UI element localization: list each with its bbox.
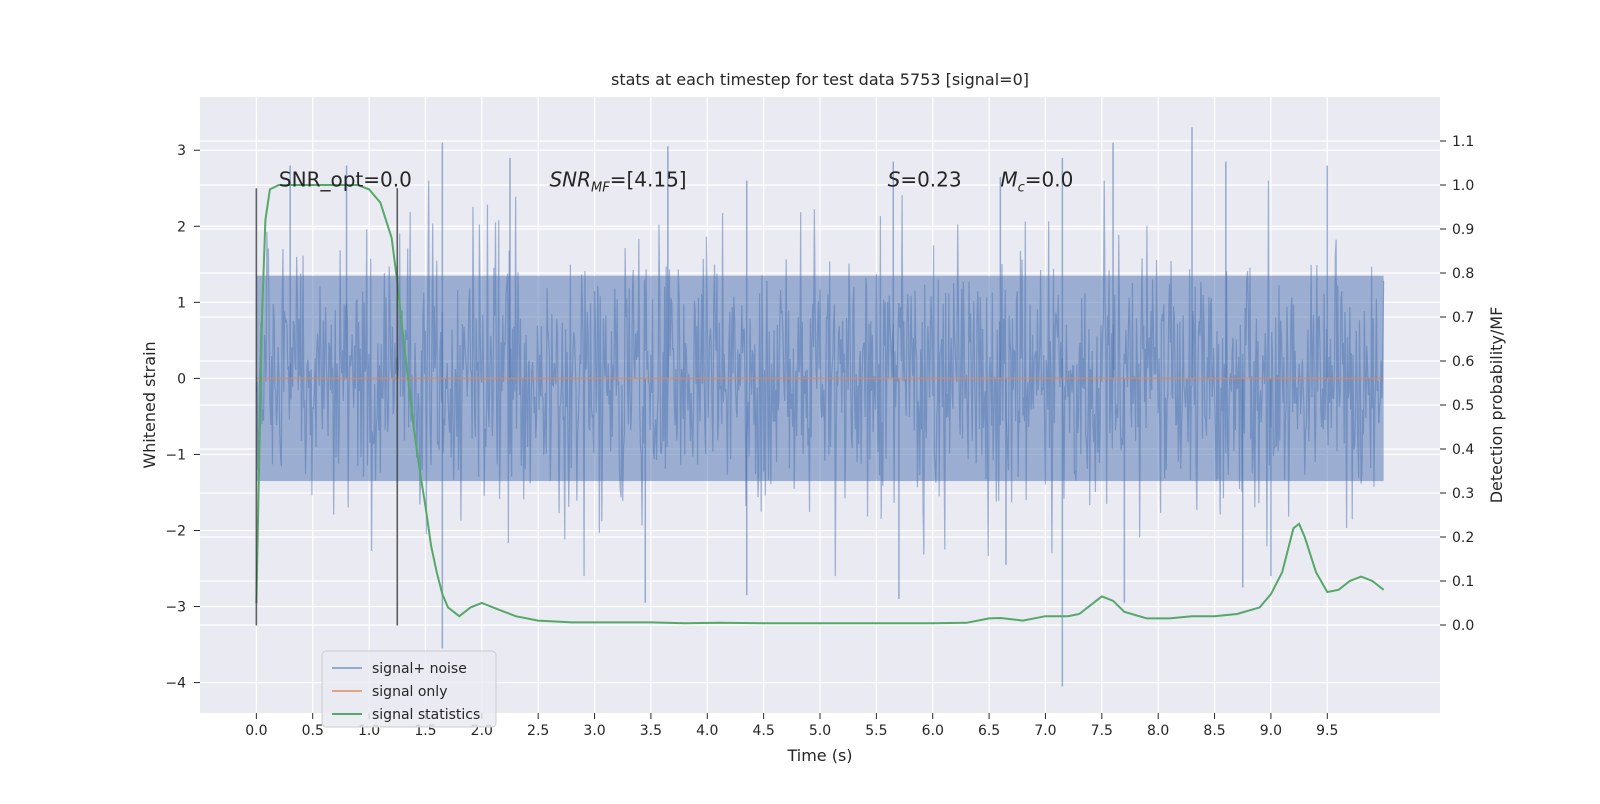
y2-tick-label: 1.0 (1452, 178, 1474, 194)
annotation-main: S (888, 168, 901, 192)
annotation-main: M (1000, 168, 1017, 192)
y2-tick-label: 0.8 (1452, 266, 1474, 282)
y2-tick-label: 0.0 (1452, 618, 1474, 634)
y-axis-label: Whitened strain (140, 341, 159, 468)
y2-tick-label: 0.3 (1452, 486, 1474, 502)
x-tick-label: 4.0 (696, 723, 718, 739)
annotation-value: =[4.15] (610, 168, 687, 192)
x-tick-label: 9.5 (1316, 723, 1338, 739)
chart-title: stats at each timestep for test data 575… (611, 70, 1029, 89)
x-tick-label: 2.5 (527, 723, 549, 739)
annotation-value: =0.0 (1025, 168, 1074, 192)
annotation-subscript: MF (591, 181, 610, 196)
annotation-value: =0.23 (900, 168, 961, 192)
y2-axis-label: Detection probability/MF (1487, 307, 1506, 504)
y-tick-label: −1 (165, 447, 186, 463)
annotation-main: SNR (549, 168, 591, 192)
y-tick-label: 0 (177, 371, 186, 387)
y2-tick-label: 0.1 (1452, 574, 1474, 590)
y-tick-label: 2 (177, 219, 186, 235)
x-tick-label: 0.5 (302, 723, 324, 739)
x-tick-label: 7.0 (1034, 723, 1056, 739)
y2-tick-label: 0.5 (1452, 398, 1474, 414)
x-tick-label: 4.5 (753, 723, 775, 739)
annotation-text: Mc=0.0 (1000, 168, 1073, 196)
x-tick-label: 5.5 (865, 723, 887, 739)
x-tick-label: 7.5 (1091, 723, 1113, 739)
annotation-text: SNRMF=[4.15] (549, 168, 686, 196)
x-tick-label: 8.5 (1203, 723, 1225, 739)
x-tick-label: 6.0 (922, 723, 944, 739)
y-tick-label: −2 (165, 523, 186, 539)
y2-tick-label: 0.9 (1452, 222, 1474, 238)
x-tick-label: 3.5 (640, 723, 662, 739)
legend-label: signal only (372, 684, 447, 700)
x-axis-label: Time (s) (786, 746, 852, 765)
x-tick-label: 8.0 (1147, 723, 1169, 739)
annotation-main: SNR_opt=0.0 (279, 168, 412, 192)
y-tick-label: 3 (177, 143, 186, 159)
x-tick-label: 3.0 (583, 723, 605, 739)
x-tick-label: 9.0 (1260, 723, 1282, 739)
x-tick-label: 0.0 (245, 723, 267, 739)
legend-box (321, 650, 497, 728)
y2-tick-label: 0.6 (1452, 354, 1474, 370)
y-tick-label: −3 (165, 600, 186, 616)
y-tick-label: 1 (177, 295, 186, 311)
legend-label: signal+ noise (372, 661, 467, 677)
x-tick-label: 5.0 (809, 723, 831, 739)
y-tick-label: −4 (165, 676, 186, 692)
signal-statistics-line (255, 184, 1385, 625)
y2-tick-label: 1.1 (1452, 134, 1474, 150)
y2-tick-label: 0.2 (1452, 530, 1474, 546)
legend-label: signal statistics (372, 707, 480, 723)
annotation-subscript: c (1018, 181, 1025, 196)
annotation-text: SNR_opt=0.0 (279, 168, 412, 192)
y2-tick-label: 0.7 (1452, 310, 1474, 326)
y2-tick-label: 0.4 (1452, 442, 1474, 458)
annotation-text: S=0.23 (888, 168, 962, 192)
x-tick-label: 6.5 (978, 723, 1000, 739)
